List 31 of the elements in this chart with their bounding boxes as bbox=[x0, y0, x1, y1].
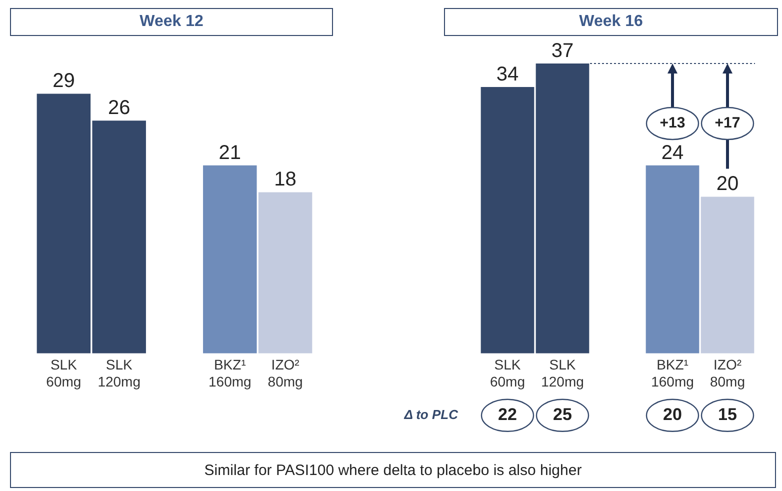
bar bbox=[700, 196, 754, 354]
data-label: 20 bbox=[716, 173, 739, 196]
data-label: 18 bbox=[274, 168, 296, 191]
data-label: 26 bbox=[108, 97, 130, 120]
text: Similar for PASI100 where delta to placebo is also higher bbox=[10, 452, 776, 488]
data-label: 29 bbox=[52, 70, 75, 92]
x-tick-label: SLK 60mg bbox=[46, 356, 82, 390]
bar bbox=[480, 87, 534, 354]
bar bbox=[203, 165, 257, 354]
x-tick-label: IZO² 80mg bbox=[268, 356, 303, 390]
bar bbox=[646, 165, 700, 354]
annotation: +13 bbox=[660, 114, 686, 132]
x-tick-label: SLK 60mg bbox=[490, 356, 526, 390]
text: 20 bbox=[663, 405, 682, 424]
data-label: 34 bbox=[496, 64, 519, 86]
x-tick-label: SLK 120mg bbox=[98, 356, 141, 390]
text: 15 bbox=[718, 405, 737, 424]
chart-title: Week 16 bbox=[444, 8, 778, 36]
data-label: 24 bbox=[661, 142, 684, 164]
x-tick-label: BKZ¹ 160mg bbox=[651, 356, 694, 390]
bar bbox=[258, 192, 312, 354]
text: 25 bbox=[553, 405, 572, 424]
x-tick-label: IZO² 80mg bbox=[710, 356, 746, 390]
data-label: 21 bbox=[218, 142, 242, 164]
data-label: 37 bbox=[551, 40, 574, 62]
text: Δ to PLC bbox=[403, 406, 459, 422]
x-tick-label: BKZ¹ 160mg bbox=[208, 356, 252, 390]
text: 22 bbox=[498, 405, 517, 424]
x-tick-label: SLK 120mg bbox=[541, 356, 584, 390]
chart-title: Week 12 bbox=[10, 8, 333, 36]
annotation: +17 bbox=[714, 114, 740, 132]
